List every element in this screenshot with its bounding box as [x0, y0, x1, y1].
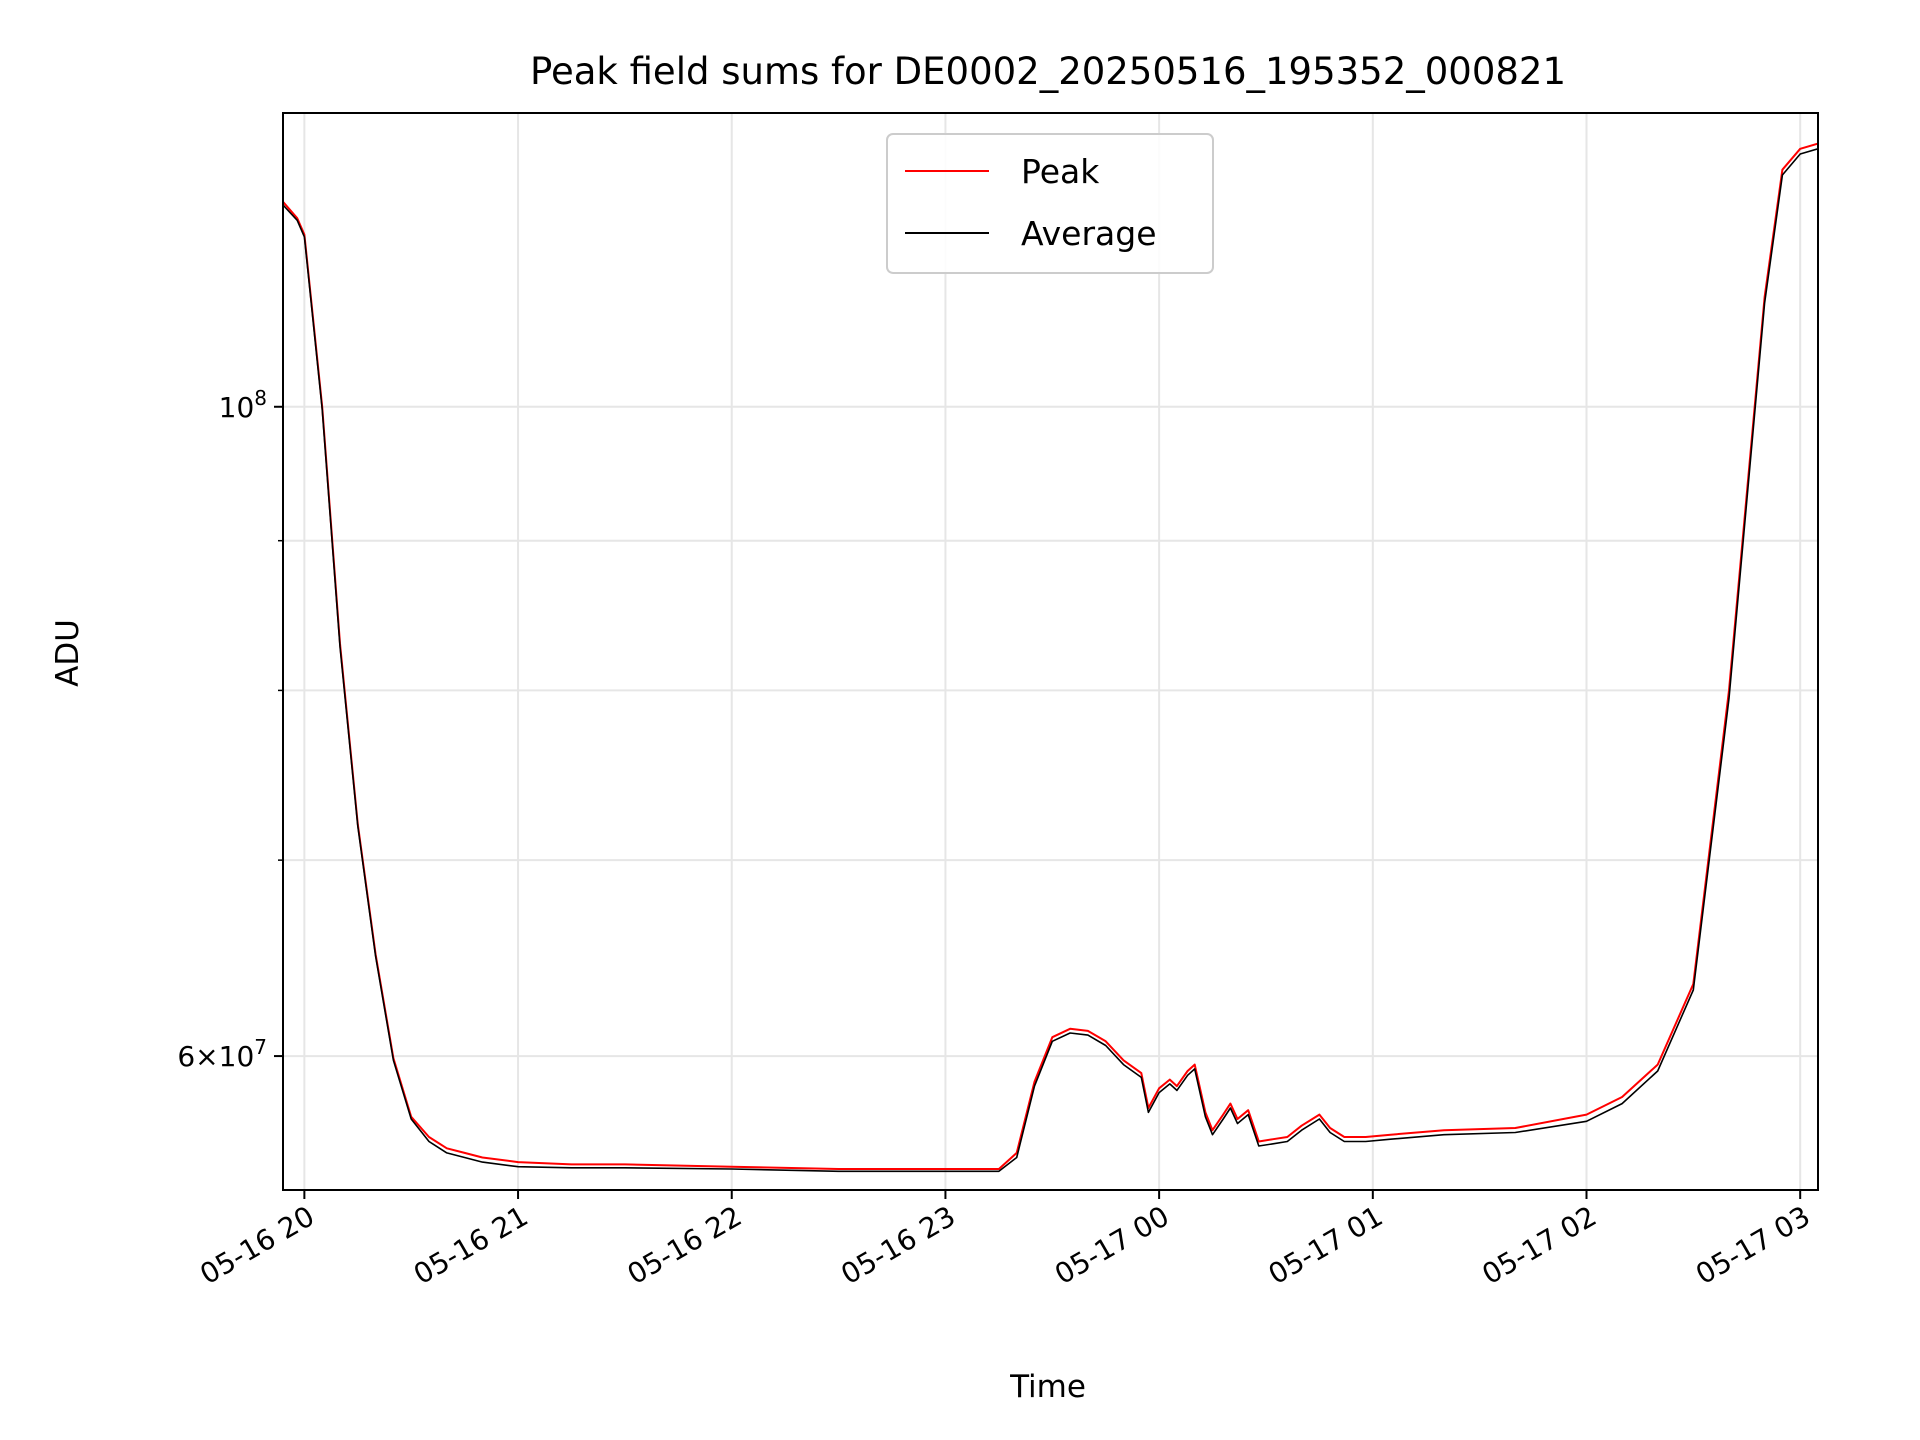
- y-tick-times: ×: [195, 1040, 218, 1073]
- y-tick-base: 10: [219, 1040, 255, 1073]
- legend-label: Peak: [1021, 152, 1100, 191]
- plot-lines: [283, 142, 1818, 1173]
- y-tick-base: 10: [219, 391, 255, 424]
- legend-label: Average: [1021, 214, 1157, 253]
- chart-title: Peak field sums for DE0002_20250516_1953…: [530, 50, 1566, 93]
- legend: Peak Average: [886, 133, 1214, 274]
- y-tick-mantissa: 6: [177, 1040, 195, 1073]
- y-tick-exponent: 8: [254, 386, 267, 410]
- y-tick-exponent: 7: [254, 1035, 267, 1059]
- y-tick-label: 6×107: [177, 1035, 267, 1073]
- y-axis-label: ADU: [50, 619, 86, 687]
- grid: [283, 113, 1818, 1190]
- x-axis-label: Time: [1009, 1369, 1086, 1405]
- series-line-peak: [283, 142, 1818, 1170]
- series-line-average: [283, 148, 1818, 1173]
- legend-box: [886, 133, 1214, 274]
- plot-frame: [282, 112, 1819, 1191]
- y-tick-label: 108: [219, 386, 267, 424]
